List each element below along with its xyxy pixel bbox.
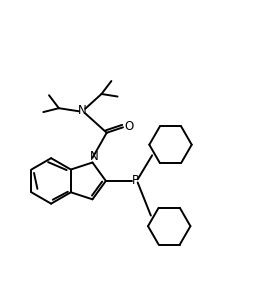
Text: N: N <box>78 104 87 117</box>
Text: P: P <box>132 174 139 187</box>
Text: O: O <box>124 120 133 133</box>
Text: N: N <box>89 150 98 163</box>
